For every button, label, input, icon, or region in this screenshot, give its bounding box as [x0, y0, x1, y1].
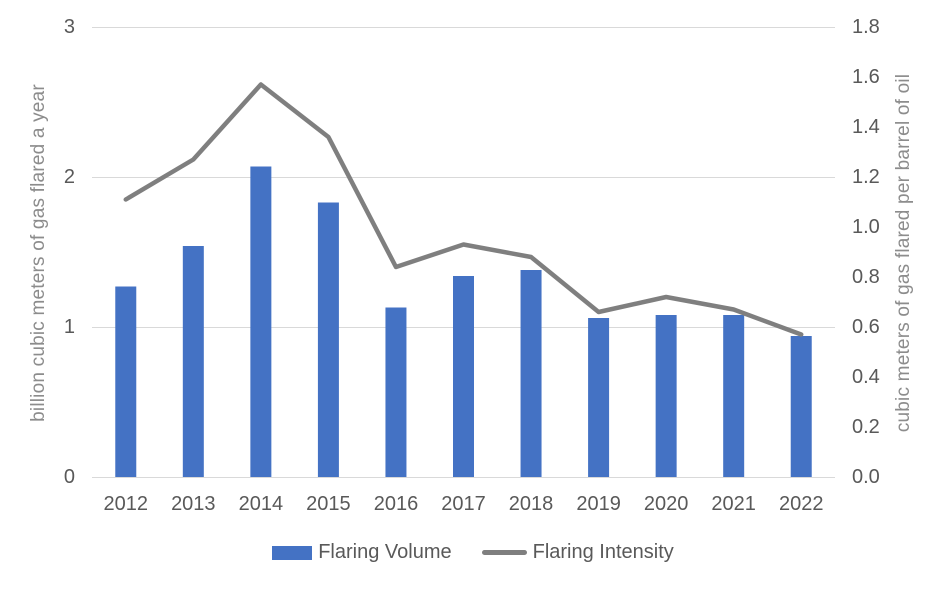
right-axis-tick-label: 1.2 [852, 166, 880, 188]
bar-2014 [250, 166, 272, 477]
x-axis-label-2014: 2014 [239, 493, 284, 515]
left-axis-tick-label: 0 [64, 466, 75, 488]
bar-2013 [182, 246, 204, 477]
legend-item-flaring-volume: Flaring Volume [272, 541, 452, 564]
bar-2017 [453, 276, 474, 477]
line-series-flaring-intensity [123, 82, 804, 337]
bar-2012 [115, 286, 137, 477]
x-axis-label-2018: 2018 [509, 493, 554, 515]
left-axis-title: billion cubic meters of gas flared a yea… [28, 84, 49, 422]
left-axis-tick-label: 3 [64, 16, 75, 38]
right-axis-tick-label: 0.0 [852, 466, 880, 488]
x-axis-label-2012: 2012 [104, 493, 149, 515]
bar-2015 [317, 202, 339, 477]
x-axis-labels: 2012 2013 2014 2015 2016 2017 2018 2019 2020 2021… [104, 493, 824, 515]
bar-2016 [385, 307, 407, 477]
bar-2019 [588, 318, 610, 477]
right-axis-tick-label: 1.0 [852, 216, 880, 238]
bar-2018 [520, 270, 542, 477]
right-axis-tick-labels: 0.0 0.2 0.4 0.6 0.8 1.0 1.2 1.4 1.6 1.8 [852, 16, 880, 488]
legend-label: Flaring Intensity [532, 541, 674, 563]
x-axis-label-2017: 2017 [441, 493, 486, 515]
right-axis-tick-label: 0.8 [852, 266, 880, 288]
right-axis-tick-label: 1.6 [852, 66, 880, 88]
right-axis-title: cubic meters of gas flared per barrel of… [893, 74, 914, 432]
right-axis-tick-label: 0.6 [852, 316, 880, 338]
bar-2022 [790, 336, 812, 477]
right-axis-tick-label: 1.8 [852, 16, 880, 38]
x-axis-label-2015: 2015 [306, 493, 351, 515]
x-axis-label-2021: 2021 [711, 493, 756, 515]
flaring-intensity-line [123, 82, 804, 337]
legend-line-swatch-icon [481, 550, 527, 555]
right-axis-tick-label: 0.2 [852, 416, 880, 438]
x-axis-label-2016: 2016 [374, 493, 419, 515]
legend: Flaring Volume Flaring Intensity [0, 541, 946, 564]
bar-series-flaring-volume [115, 166, 812, 477]
x-axis-label-2022: 2022 [779, 493, 824, 515]
x-axis-label-2013: 2013 [171, 493, 216, 515]
legend-item-flaring-intensity: Flaring Intensity [481, 541, 674, 564]
right-axis-tick-label: 1.4 [852, 116, 880, 138]
legend-label: Flaring Volume [318, 541, 452, 563]
bar-2021 [723, 315, 745, 477]
bar-2020 [655, 315, 677, 477]
left-axis-tick-label: 1 [64, 316, 75, 338]
x-axis-label-2019: 2019 [576, 493, 621, 515]
x-axis-label-2020: 2020 [644, 493, 689, 515]
left-axis-tick-labels: 0 1 2 3 [64, 16, 75, 488]
gridlines [92, 27, 835, 478]
legend-bar-swatch-icon [272, 545, 313, 560]
left-axis-tick-label: 2 [64, 166, 75, 188]
right-axis-tick-label: 0.4 [852, 366, 880, 388]
